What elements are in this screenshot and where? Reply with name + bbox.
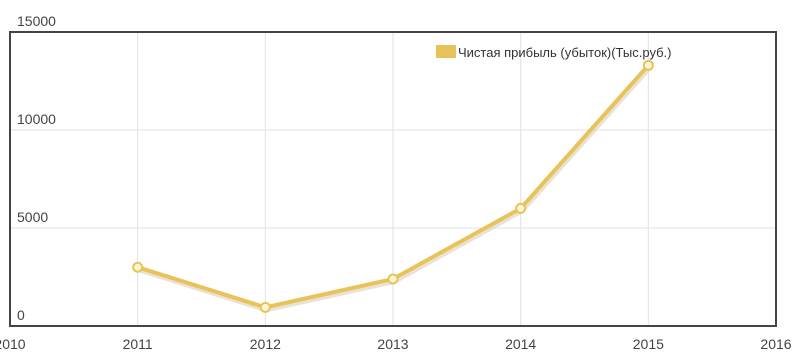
series-line-shadow xyxy=(137,65,652,313)
x-tick-label: 2010 xyxy=(0,336,26,352)
legend: Чистая прибыль (убыток)(Тыс.руб.) xyxy=(436,45,672,60)
x-axis-tick-labels: 2010 2011 2012 2013 2014 2015 2016 xyxy=(0,336,792,352)
legend-label: Чистая прибыль (убыток)(Тыс.руб.) xyxy=(458,45,672,60)
y-tick-label: 15000 xyxy=(17,13,56,29)
y-tick-label: 0 xyxy=(17,307,25,323)
legend-swatch xyxy=(436,45,456,58)
x-tick-label: 2014 xyxy=(505,336,536,352)
data-point xyxy=(132,261,144,273)
data-point xyxy=(515,202,527,214)
data-point xyxy=(259,301,271,313)
y-tick-label: 5000 xyxy=(17,209,48,225)
x-tick-label: 2013 xyxy=(377,336,408,352)
points-layer xyxy=(132,59,654,313)
data-point xyxy=(387,273,399,285)
x-tick-label: 2012 xyxy=(250,336,281,352)
x-tick-label: 2011 xyxy=(123,336,153,352)
data-point xyxy=(642,59,654,71)
y-axis-tick-labels: 0 5000 10000 15000 xyxy=(17,13,56,323)
grid-lines xyxy=(10,32,776,326)
plot-frame xyxy=(9,31,777,327)
x-tick-label: 2015 xyxy=(633,336,664,352)
x-tick-label: 2016 xyxy=(760,336,791,352)
y-tick-label: 10000 xyxy=(17,111,56,127)
